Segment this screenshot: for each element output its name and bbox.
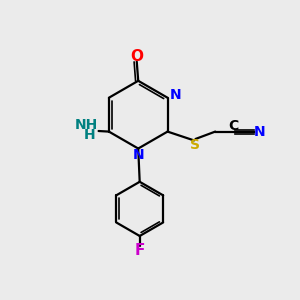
Text: S: S	[190, 138, 200, 152]
Text: H: H	[84, 128, 96, 142]
Text: N: N	[170, 88, 182, 102]
Text: NH: NH	[75, 118, 98, 132]
Text: F: F	[134, 243, 145, 258]
Text: N: N	[254, 124, 266, 139]
Text: O: O	[130, 49, 143, 64]
Text: N: N	[133, 148, 145, 162]
Text: C: C	[229, 119, 239, 133]
